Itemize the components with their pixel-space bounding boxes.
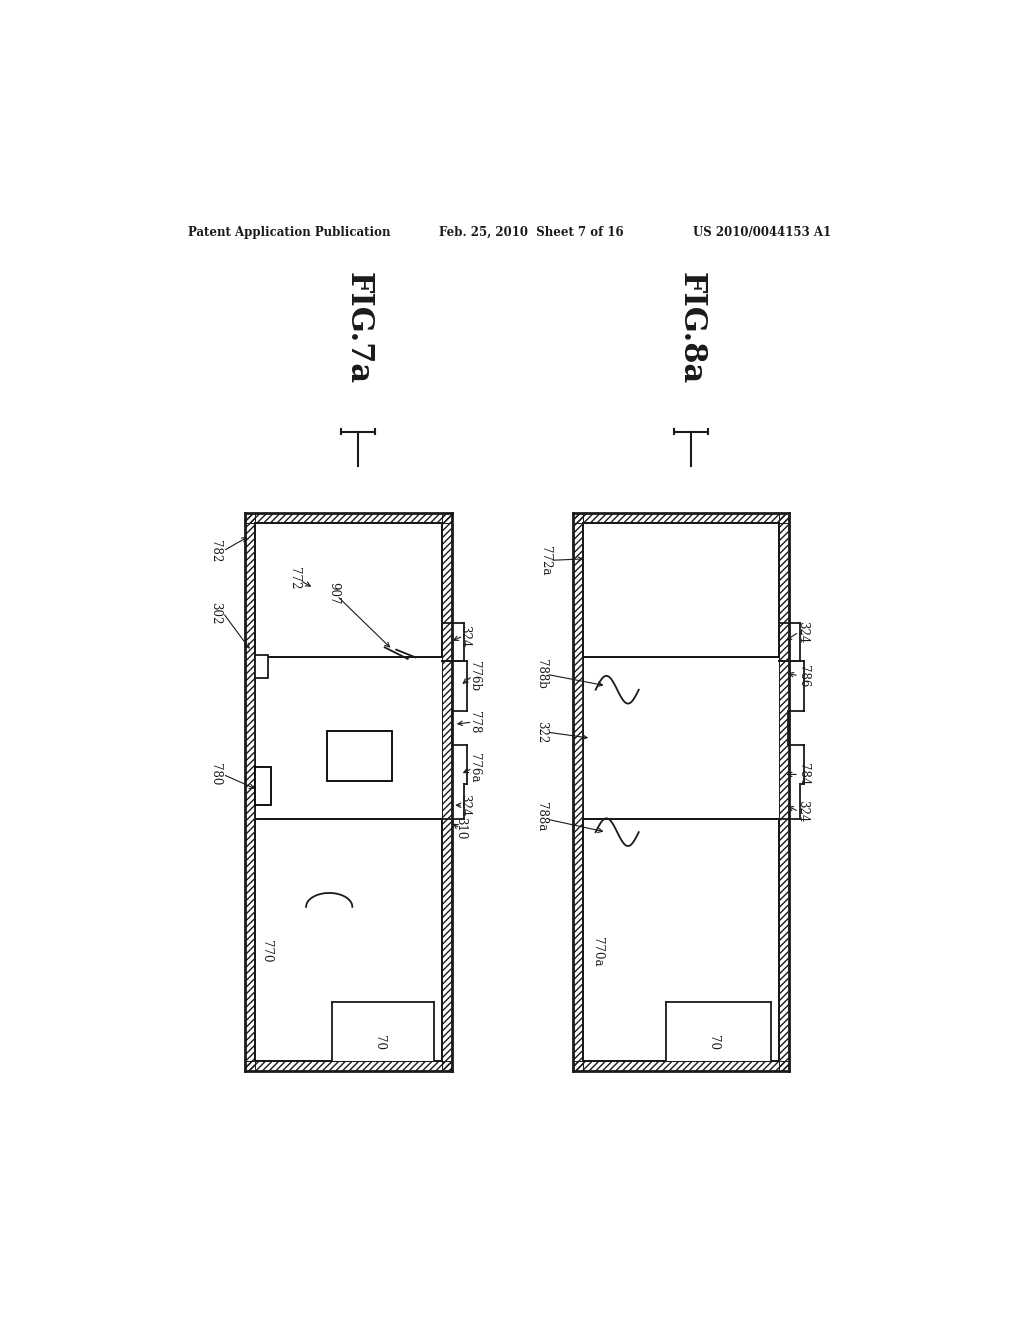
Bar — [442, 512, 453, 1071]
Text: 784: 784 — [797, 763, 810, 785]
Bar — [442, 512, 453, 523]
Text: Patent Application Publication: Patent Application Publication — [188, 226, 391, 239]
Text: 310: 310 — [454, 817, 467, 840]
Bar — [779, 512, 788, 523]
Bar — [442, 512, 453, 523]
Text: 780: 780 — [209, 763, 222, 785]
Bar — [442, 744, 467, 784]
Bar — [573, 1061, 584, 1071]
Text: 302: 302 — [209, 602, 222, 624]
Bar — [255, 523, 442, 1061]
Bar — [573, 512, 584, 523]
Bar — [779, 661, 804, 711]
Bar — [779, 744, 804, 784]
Text: 782: 782 — [209, 540, 222, 562]
Bar — [584, 512, 779, 523]
Text: 770: 770 — [260, 940, 273, 962]
Bar — [666, 1002, 771, 1061]
Bar — [584, 523, 779, 1061]
Bar — [245, 512, 255, 523]
Text: 907: 907 — [327, 582, 340, 605]
Text: 324: 324 — [458, 624, 471, 647]
Text: 776b: 776b — [468, 661, 481, 690]
Bar — [573, 512, 584, 1071]
Bar — [245, 1061, 255, 1071]
Text: 788a: 788a — [535, 803, 548, 832]
Bar — [779, 512, 788, 523]
Bar — [779, 1061, 788, 1071]
Bar — [779, 1061, 788, 1071]
Text: US 2010/0044153 A1: US 2010/0044153 A1 — [692, 226, 830, 239]
Bar — [442, 1061, 453, 1071]
Text: 70: 70 — [707, 1035, 720, 1049]
Text: Feb. 25, 2010  Sheet 7 of 16: Feb. 25, 2010 Sheet 7 of 16 — [438, 226, 624, 239]
Bar — [779, 512, 788, 1071]
Text: 776a: 776a — [468, 754, 481, 783]
Bar — [442, 661, 467, 711]
Bar — [573, 1061, 584, 1071]
Text: 324: 324 — [797, 800, 810, 822]
Bar — [245, 512, 255, 1071]
Text: 770a: 770a — [591, 937, 604, 966]
Bar — [327, 730, 392, 780]
Bar — [245, 512, 255, 523]
Bar — [245, 1061, 255, 1071]
Text: 324: 324 — [797, 620, 810, 643]
Bar — [584, 818, 779, 1061]
Bar — [255, 523, 442, 657]
Text: FIG.7a: FIG.7a — [342, 272, 373, 384]
Text: 772a: 772a — [539, 545, 552, 576]
Bar — [255, 767, 271, 805]
Bar — [255, 512, 442, 523]
Bar — [333, 1002, 434, 1061]
Text: 786: 786 — [797, 665, 810, 686]
Bar — [584, 1061, 779, 1071]
Text: 322: 322 — [535, 721, 548, 743]
Bar — [584, 523, 779, 657]
Text: 324: 324 — [458, 795, 471, 816]
Bar — [255, 818, 442, 1061]
Text: 788b: 788b — [535, 660, 548, 689]
Text: FIG.8a: FIG.8a — [676, 272, 707, 384]
Bar — [255, 1061, 442, 1071]
Bar — [442, 1061, 453, 1071]
Text: 772: 772 — [289, 566, 301, 589]
Bar — [255, 655, 268, 678]
Text: 70: 70 — [373, 1035, 386, 1049]
Text: 778: 778 — [468, 711, 481, 733]
Bar — [573, 512, 584, 523]
